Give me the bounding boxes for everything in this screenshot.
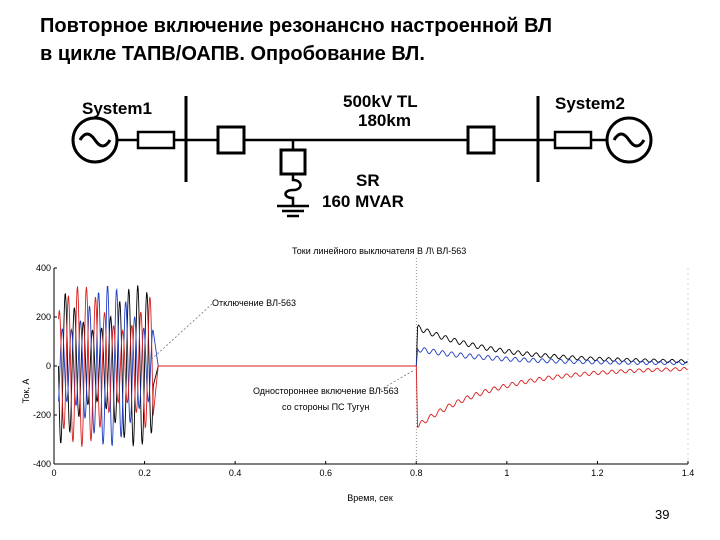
ground-icon: [277, 204, 309, 218]
reactor-label-rating: 160 MVAR: [322, 192, 404, 211]
series-line-3: [58, 286, 688, 447]
annotation-trip-arrow: [151, 303, 213, 360]
reactor-breaker: [279, 148, 307, 176]
y-tick-label: -400: [33, 459, 51, 469]
plot-annotations: Отключение ВЛ-563 Одностороннее включени…: [151, 298, 415, 412]
power-line-diagram: System1 System2 500kV TL 180km SR 160 MV…: [71, 92, 653, 218]
annotation-reclose-line-2: со стороны ПС Тугун: [282, 402, 369, 412]
plot-title: Токи линейного выключателя В Л\ ВЛ-563: [292, 246, 466, 256]
breaker-right: [466, 125, 496, 155]
slide-title-line-1: Повторное включение резонансно настроенн…: [40, 15, 553, 37]
reactor-coil-icon: [284, 174, 302, 206]
x-tick-label: 0.4: [229, 468, 242, 478]
y-tick-label: 0: [46, 361, 51, 371]
line-label-length: 180km: [358, 111, 411, 130]
annotation-reclose-line-1: Одностороннее включение ВЛ-563: [253, 386, 399, 396]
system1-source-icon: [71, 116, 119, 164]
system1-impedance: [136, 130, 176, 150]
plot-axes: 0 0.2 0.4 0.6 0.8 1 1.2 1.4 400 200 0 -200 -400: [33, 258, 694, 478]
system2-impedance: [553, 130, 593, 150]
y-tick-label: 200: [36, 312, 51, 322]
current-plot: Токи линейного выключателя В Л\ ВЛ-563 Т…: [21, 246, 694, 503]
y-tick-label: 400: [36, 263, 51, 273]
x-tick-label: 1.4: [682, 468, 695, 478]
breaker-left: [216, 125, 246, 155]
series-line-2: [58, 285, 688, 447]
page-number: 39: [655, 507, 670, 522]
x-tick-label: 1.2: [591, 468, 604, 478]
system2-source-icon: [605, 116, 653, 164]
line-label-voltage: 500kV TL: [343, 92, 418, 111]
y-axis-label: Ток, А: [21, 379, 31, 404]
x-tick-label: 1: [504, 468, 509, 478]
slide-title-line-2: в цикле ТАПВ/ОАПВ. Опробование ВЛ.: [40, 43, 425, 65]
system1-label: System1: [82, 99, 152, 118]
plot-series-group: [58, 285, 688, 447]
x-tick-label: 0: [51, 468, 56, 478]
annotation-reclose-arrow: [379, 369, 415, 391]
y-tick-label: -200: [33, 410, 51, 420]
reactor-label-name: SR: [356, 171, 380, 190]
slide-title: Повторное включение резонансно настроенн…: [40, 12, 710, 68]
x-axis-label: Время, сек: [347, 493, 393, 503]
x-tick-label: 0.2: [138, 468, 151, 478]
system2-label: System2: [555, 94, 625, 113]
x-tick-label: 0.8: [410, 468, 423, 478]
annotation-trip: Отключение ВЛ-563: [212, 298, 296, 308]
x-tick-label: 0.6: [319, 468, 332, 478]
